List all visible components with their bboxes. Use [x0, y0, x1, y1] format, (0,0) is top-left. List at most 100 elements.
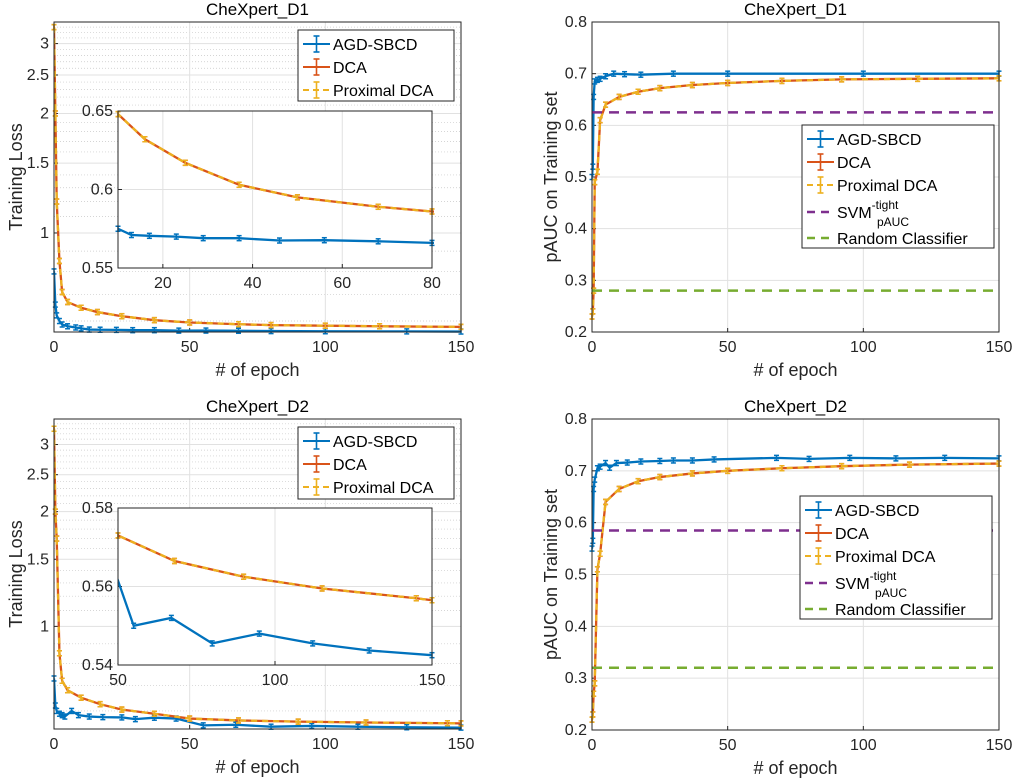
- y-tick-label: 0.6: [565, 515, 587, 532]
- y-tick-label: 0.6: [565, 117, 587, 134]
- agd-point: [78, 325, 84, 332]
- y-tick-label: 2: [40, 504, 49, 521]
- agd-point: [806, 455, 812, 463]
- x-tick-label: 0: [50, 736, 59, 753]
- agd-point: [131, 622, 137, 629]
- x-tick-label: 100: [312, 736, 339, 753]
- legend-label-sub: pAUC: [877, 215, 909, 229]
- y-tick-label: 1.5: [27, 551, 49, 568]
- agd-point: [670, 70, 676, 77]
- agd-point: [59, 321, 65, 328]
- legend-label: AGD-SBCD: [333, 434, 417, 451]
- y-tick-label: 2: [40, 105, 49, 122]
- prox-point: [59, 288, 65, 296]
- agd-point: [774, 454, 780, 462]
- prox-point: [657, 473, 663, 481]
- x-tick-label: 50: [719, 339, 737, 356]
- x-tick-label: 50: [109, 672, 127, 689]
- y-tick-label: 1: [40, 225, 49, 242]
- x-axis-label: # of epoch: [215, 360, 299, 380]
- agd-point: [689, 457, 695, 464]
- prox-point: [594, 566, 600, 573]
- agd-point: [56, 710, 62, 717]
- y-tick-label: 0.65: [82, 103, 113, 120]
- x-axis-label: # of epoch: [215, 757, 299, 777]
- prox-point: [142, 136, 148, 143]
- agd-point: [366, 647, 372, 654]
- y-tick-label: 0.8: [565, 411, 587, 428]
- prox-point: [592, 178, 598, 186]
- legend-box: [801, 124, 995, 249]
- legend-item-prox: Proximal DCA: [303, 478, 434, 497]
- legend-item-dca: DCA: [303, 455, 367, 474]
- agd-line: [118, 227, 434, 245]
- agd-point: [86, 713, 92, 720]
- x-tick-label: 80: [423, 275, 441, 292]
- agd-point: [100, 713, 106, 721]
- agd-point: [209, 640, 215, 647]
- agd-point: [847, 454, 853, 462]
- prox-point: [54, 198, 60, 205]
- x-tick-label: 50: [181, 339, 199, 356]
- y-tick-label: 3: [40, 437, 49, 454]
- legend-item-dca: DCA: [807, 153, 871, 172]
- legend-box: [799, 495, 993, 620]
- prox-point: [915, 75, 921, 83]
- agd-point: [597, 75, 603, 83]
- x-tick-label: 150: [448, 339, 475, 356]
- prox-point: [94, 308, 100, 316]
- prox-point: [65, 686, 71, 694]
- prox-point: [375, 203, 381, 211]
- agd-point: [711, 456, 717, 463]
- prox-point: [635, 477, 641, 485]
- subplot-3: 0 50 100 150 1 1.5 2 2.5 3 CheXpert_D2 # of epoch T…: [6, 397, 474, 777]
- y-axis-label: pAUC on Training set: [541, 91, 561, 262]
- y-tick-label: 2.5: [27, 67, 49, 84]
- chart-title: CheXpert_D1: [744, 0, 847, 19]
- legend-label: Random Classifier: [837, 231, 968, 248]
- agd-point: [256, 630, 262, 637]
- legend-label-sup: -tight: [872, 198, 899, 212]
- legend-label: DCA: [837, 155, 871, 172]
- y-tick-label: 0.4: [565, 618, 587, 635]
- prox-point: [322, 322, 328, 329]
- prox-point: [119, 312, 125, 320]
- legend-item-agd: AGD-SBCD: [805, 501, 919, 520]
- agd-point: [860, 70, 866, 77]
- legend-item-prox: Proximal DCA: [303, 81, 434, 100]
- legend-item-dca: DCA: [303, 58, 367, 77]
- prox-point: [839, 462, 845, 470]
- x-tick-label: 150: [986, 339, 1013, 356]
- legend-label: AGD-SBCD: [835, 503, 919, 520]
- agd-point: [59, 711, 65, 719]
- agd-point: [592, 476, 598, 483]
- y-tick-label: 0.5: [565, 567, 587, 584]
- y-tick-label: 0.5: [565, 169, 587, 186]
- agd-point: [310, 640, 316, 647]
- x-tick-label: 0: [588, 737, 597, 754]
- agd-point: [75, 711, 81, 719]
- legend-item-prox: Proximal DCA: [805, 547, 936, 566]
- legend-label: SVM-tight: [837, 198, 899, 222]
- legend-label-sup: -tight: [870, 569, 897, 583]
- agd-point: [132, 715, 138, 723]
- agd-point: [404, 328, 410, 335]
- y-tick-label: 1: [40, 618, 49, 635]
- prox-point: [597, 550, 603, 558]
- legend-label: DCA: [333, 457, 367, 474]
- chart-title: CheXpert_D2: [206, 397, 309, 416]
- legend-item-agd: AGD-SBCD: [303, 432, 417, 451]
- prox-point: [187, 715, 193, 722]
- prox-point: [151, 710, 157, 717]
- agd-point: [173, 233, 179, 240]
- legend-label: AGD-SBCD: [837, 132, 921, 149]
- y-tick-label: 0.3: [565, 272, 587, 289]
- y-tick-label: 0.2: [565, 722, 587, 739]
- legend-label: DCA: [835, 526, 869, 543]
- legend-label: AGD-SBCD: [333, 37, 417, 54]
- prox-point: [603, 498, 609, 506]
- agd-line: [118, 577, 433, 657]
- prox-point: [592, 680, 598, 687]
